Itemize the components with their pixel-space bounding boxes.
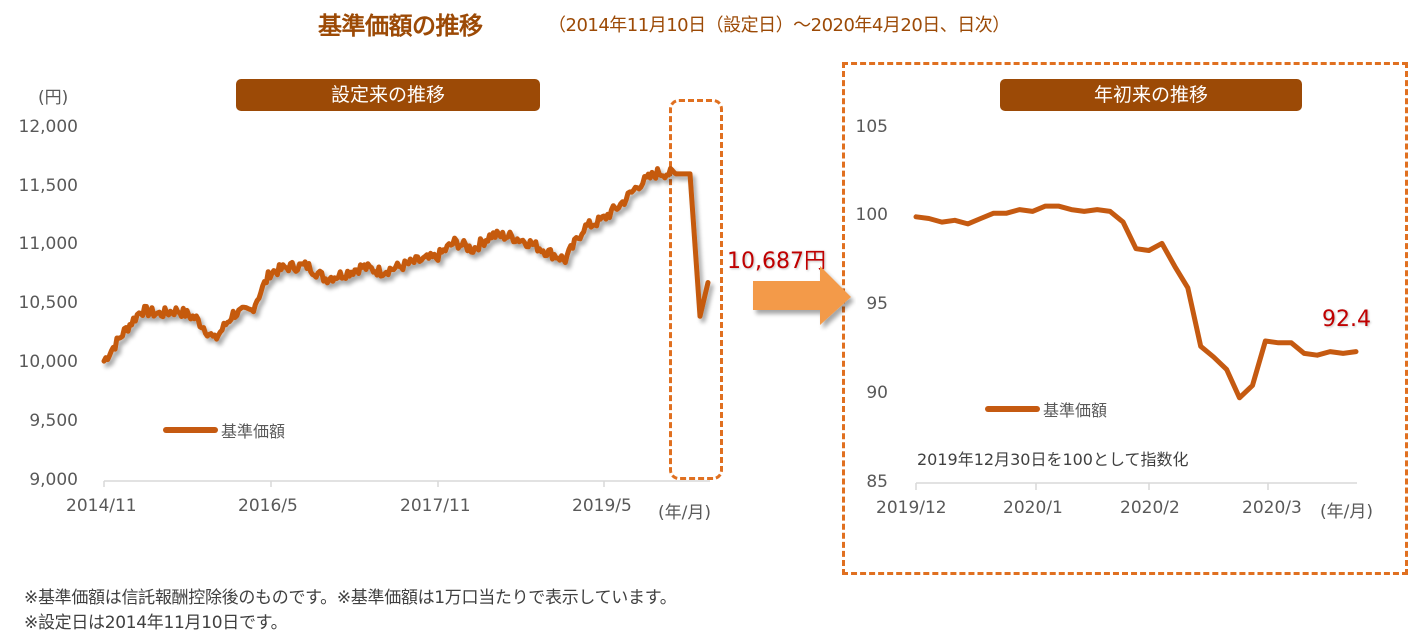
right-legend: 基準価額	[985, 397, 1107, 421]
right-y-tick: 100	[855, 205, 888, 225]
left-y-unit: (円)	[38, 88, 69, 108]
left-y-tick: 12,000	[18, 117, 78, 137]
right-index-line	[913, 203, 1359, 401]
right-y-tick: 85	[866, 472, 888, 492]
right-y-tick: 105	[855, 117, 888, 137]
left-x-tick: 2019/5	[572, 496, 632, 516]
right-y-tick: 95	[866, 294, 888, 314]
left-legend-label: 基準価額	[221, 422, 286, 441]
right-x-tick: 2020/2	[1120, 498, 1180, 518]
right-latest-value: 92.4	[1322, 307, 1371, 332]
left-price-line	[101, 166, 711, 364]
right-chart-frame	[842, 62, 1408, 575]
left-y-tick: 9,500	[29, 411, 78, 431]
arrow-icon	[753, 266, 851, 325]
left-y-tick: 10,000	[18, 352, 78, 372]
page-title: 基準価額の推移	[318, 12, 483, 40]
left-latest-value: 10,687円	[727, 249, 826, 274]
right-x-axis	[915, 482, 1357, 490]
right-x-unit: (年/月)	[1320, 502, 1373, 522]
right-x-tick: 2020/1	[1003, 498, 1063, 518]
left-panel-label: 設定来の推移	[236, 79, 540, 111]
left-x-unit: (年/月)	[658, 503, 711, 523]
footnote-1: ※基準価額は信託報酬控除後のものです。※基準価額は1万口当たりで表示しています。	[24, 588, 677, 608]
page-subtitle: （2014年11月10日（設定日）～2020年4月20日、日次）	[548, 15, 1010, 36]
right-x-tick: 2020/3	[1242, 498, 1302, 518]
right-x-tick: 2019/12	[876, 498, 947, 518]
index-note: 2019年12月30日を100として指数化	[917, 450, 1189, 469]
footnote-2: ※設定日は2014年11月10日です。	[24, 613, 288, 633]
right-y-tick: 90	[866, 383, 888, 403]
left-x-tick: 2016/5	[238, 496, 298, 516]
left-x-tick: 2017/11	[400, 496, 471, 516]
left-y-tick: 11,000	[18, 234, 78, 254]
highlight-box	[669, 99, 723, 480]
left-x-tick: 2014/11	[66, 496, 137, 516]
right-panel-label: 年初来の推移	[1000, 79, 1302, 111]
left-y-tick: 10,500	[18, 293, 78, 313]
legend-line-icon	[163, 427, 218, 433]
left-y-tick: 9,000	[29, 470, 78, 490]
right-legend-label: 基準価額	[1043, 401, 1108, 420]
left-x-axis	[103, 480, 710, 487]
left-y-tick: 11,500	[18, 176, 78, 196]
legend-line-icon	[985, 406, 1040, 412]
left-legend: 基準価額	[163, 418, 285, 442]
